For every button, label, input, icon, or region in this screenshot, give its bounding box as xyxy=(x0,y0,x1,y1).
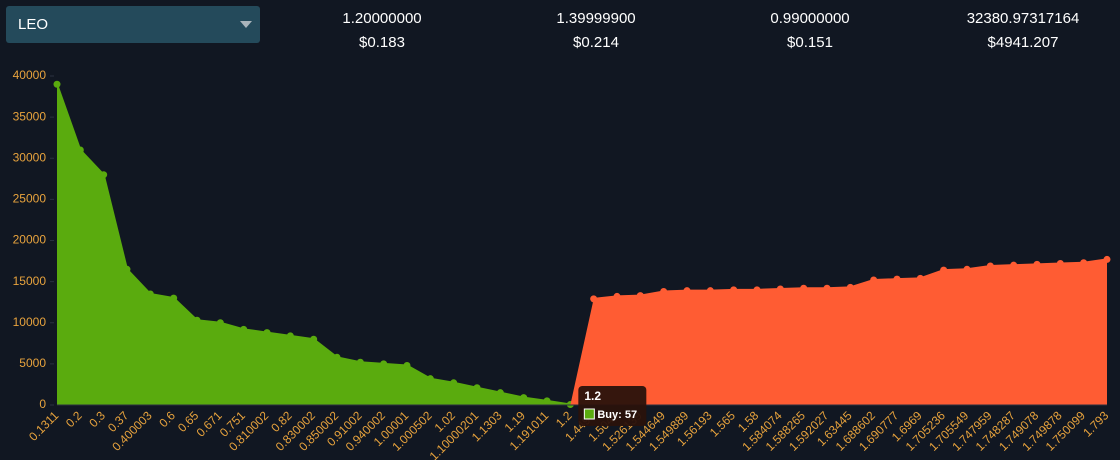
depth-point xyxy=(53,80,61,88)
tooltip-sep: : xyxy=(618,409,625,421)
tooltip-swatch xyxy=(583,408,595,420)
depth-point xyxy=(170,294,178,302)
y-tick-label: 15000 xyxy=(13,274,47,288)
depth-point xyxy=(286,332,294,340)
selector-label: LEO xyxy=(18,16,48,33)
tooltip-series-name: Buy xyxy=(597,409,619,421)
depth-point xyxy=(1056,260,1064,268)
stat-value: 1.39999900 xyxy=(556,10,635,27)
dropdown-arrow xyxy=(240,21,252,28)
depth-point xyxy=(870,276,878,284)
depth-point xyxy=(776,285,784,293)
depth-point xyxy=(1033,260,1041,268)
depth-point xyxy=(310,335,318,343)
depth-point xyxy=(636,292,644,300)
depth-point xyxy=(193,316,201,324)
depth-point xyxy=(426,375,434,383)
depth-point xyxy=(963,265,971,273)
depth-point xyxy=(613,292,621,300)
depth-point xyxy=(1103,255,1111,263)
y-tick-label: 25000 xyxy=(13,192,47,206)
depth-point xyxy=(450,379,458,387)
depth-point xyxy=(403,362,411,370)
depth-point xyxy=(683,287,691,295)
y-tick-label: 10000 xyxy=(13,315,47,329)
depth-point xyxy=(893,275,901,283)
stat-usd: $0.183 xyxy=(359,34,405,51)
stat-usd: $0.151 xyxy=(787,34,833,51)
depth-point xyxy=(730,286,738,294)
depth-point xyxy=(1010,261,1018,269)
depth-point xyxy=(100,171,108,179)
depth-area xyxy=(570,259,1107,405)
y-tick-label: 30000 xyxy=(13,150,47,164)
depth-point xyxy=(1080,259,1088,267)
depth-point xyxy=(146,290,154,298)
depth-point xyxy=(263,329,271,337)
depth-point xyxy=(473,384,481,392)
y-tick-label: 0 xyxy=(39,397,46,411)
tooltip-number: 57 xyxy=(625,409,637,421)
depth-point xyxy=(916,274,924,282)
market-selector[interactable]: LEO xyxy=(6,6,260,43)
depth-point xyxy=(520,394,528,402)
depth-point xyxy=(753,286,761,294)
depth-point xyxy=(800,284,808,292)
depth-point xyxy=(123,265,131,273)
tooltip-box xyxy=(578,386,647,426)
depth-point xyxy=(216,319,224,327)
depth-point xyxy=(940,266,948,274)
depth-point xyxy=(706,287,714,295)
depth-point xyxy=(590,295,598,303)
stat-value: 1.20000000 xyxy=(342,10,421,27)
depth-point xyxy=(823,284,831,292)
depth-point xyxy=(986,262,994,270)
depth-point xyxy=(496,389,504,397)
stat-value: 32380.97317164 xyxy=(967,10,1080,27)
stat-usd: $4941.207 xyxy=(988,34,1059,51)
depth-point xyxy=(240,325,248,333)
y-tick-label: 35000 xyxy=(13,109,47,123)
depth-point xyxy=(333,353,341,361)
depth-point xyxy=(543,397,551,405)
selector-box[interactable] xyxy=(6,6,260,43)
tooltip-value: Buy: 57 xyxy=(597,409,637,421)
stat-usd: $0.214 xyxy=(573,34,619,51)
y-tick-label: 40000 xyxy=(13,68,47,82)
y-tick-label: 20000 xyxy=(13,233,47,247)
tooltip: 1.2 Buy: 57 xyxy=(578,386,647,426)
stats: 1.20000000 $0.183 1.39999900 $0.214 0.990000… xyxy=(342,10,1079,51)
depth-point xyxy=(846,283,854,291)
stat-value: 0.99000000 xyxy=(770,10,849,27)
depth-area xyxy=(57,84,571,405)
depth-point xyxy=(380,360,388,368)
depth-point xyxy=(356,358,364,366)
depth-point xyxy=(76,146,84,154)
depth-point xyxy=(660,287,668,295)
tooltip-title: 1.2 xyxy=(584,389,601,403)
y-tick-label: 5000 xyxy=(19,356,46,370)
